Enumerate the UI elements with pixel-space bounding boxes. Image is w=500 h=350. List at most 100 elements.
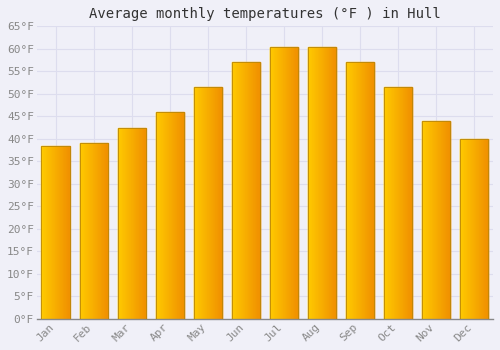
Bar	[210, 87, 212, 319]
Bar	[404, 87, 405, 319]
Bar	[353, 62, 354, 319]
Bar	[287, 47, 288, 319]
Bar	[194, 87, 196, 319]
Bar	[53, 146, 54, 319]
Bar	[430, 121, 431, 319]
Bar	[468, 139, 469, 319]
Bar	[297, 47, 298, 319]
Bar	[329, 47, 330, 319]
Bar	[429, 121, 430, 319]
Bar	[164, 112, 166, 319]
Bar	[214, 87, 216, 319]
Bar	[290, 47, 292, 319]
Bar	[273, 47, 274, 319]
Bar	[81, 143, 82, 319]
Bar	[136, 127, 137, 319]
Bar	[69, 146, 70, 319]
Bar	[320, 47, 321, 319]
Bar	[234, 62, 235, 319]
Bar	[120, 127, 121, 319]
Bar	[292, 47, 293, 319]
Bar	[480, 139, 481, 319]
Bar	[61, 146, 62, 319]
Bar	[384, 87, 412, 319]
Bar	[141, 127, 142, 319]
Bar	[284, 47, 285, 319]
Bar	[232, 62, 260, 319]
Bar	[248, 62, 250, 319]
Bar	[84, 143, 85, 319]
Bar	[171, 112, 172, 319]
Bar	[197, 87, 198, 319]
Bar	[470, 139, 471, 319]
Bar	[270, 47, 298, 319]
Bar	[347, 62, 348, 319]
Bar	[333, 47, 334, 319]
Bar	[349, 62, 350, 319]
Bar	[355, 62, 356, 319]
Bar	[174, 112, 175, 319]
Bar	[311, 47, 312, 319]
Bar	[258, 62, 259, 319]
Bar	[410, 87, 411, 319]
Bar	[196, 87, 197, 319]
Bar	[289, 47, 290, 319]
Bar	[313, 47, 314, 319]
Bar	[431, 121, 432, 319]
Bar	[360, 62, 361, 319]
Bar	[80, 143, 81, 319]
Bar	[443, 121, 444, 319]
Bar	[309, 47, 310, 319]
Bar	[220, 87, 221, 319]
Bar	[326, 47, 327, 319]
Bar	[434, 121, 435, 319]
Bar	[425, 121, 426, 319]
Bar	[446, 121, 447, 319]
Bar	[317, 47, 318, 319]
Bar	[67, 146, 68, 319]
Bar	[481, 139, 482, 319]
Bar	[477, 139, 478, 319]
Bar	[64, 146, 65, 319]
Bar	[252, 62, 254, 319]
Bar	[288, 47, 289, 319]
Bar	[406, 87, 407, 319]
Bar	[180, 112, 181, 319]
Bar	[346, 62, 374, 319]
Bar	[96, 143, 97, 319]
Bar	[107, 143, 108, 319]
Bar	[476, 139, 477, 319]
Bar	[422, 121, 423, 319]
Bar	[254, 62, 255, 319]
Bar	[372, 62, 373, 319]
Bar	[327, 47, 328, 319]
Bar	[314, 47, 315, 319]
Bar	[315, 47, 316, 319]
Bar	[159, 112, 160, 319]
Bar	[354, 62, 355, 319]
Bar	[118, 127, 119, 319]
Bar	[142, 127, 143, 319]
Bar	[386, 87, 387, 319]
Bar	[356, 62, 357, 319]
Bar	[409, 87, 410, 319]
Bar	[137, 127, 138, 319]
Bar	[322, 47, 323, 319]
Bar	[398, 87, 399, 319]
Bar	[162, 112, 163, 319]
Bar	[250, 62, 251, 319]
Bar	[371, 62, 372, 319]
Bar	[439, 121, 440, 319]
Bar	[437, 121, 438, 319]
Bar	[135, 127, 136, 319]
Bar	[221, 87, 222, 319]
Bar	[129, 127, 130, 319]
Bar	[177, 112, 178, 319]
Bar	[68, 146, 69, 319]
Bar	[405, 87, 406, 319]
Bar	[49, 146, 50, 319]
Bar	[357, 62, 358, 319]
Bar	[94, 143, 95, 319]
Bar	[166, 112, 167, 319]
Bar	[426, 121, 427, 319]
